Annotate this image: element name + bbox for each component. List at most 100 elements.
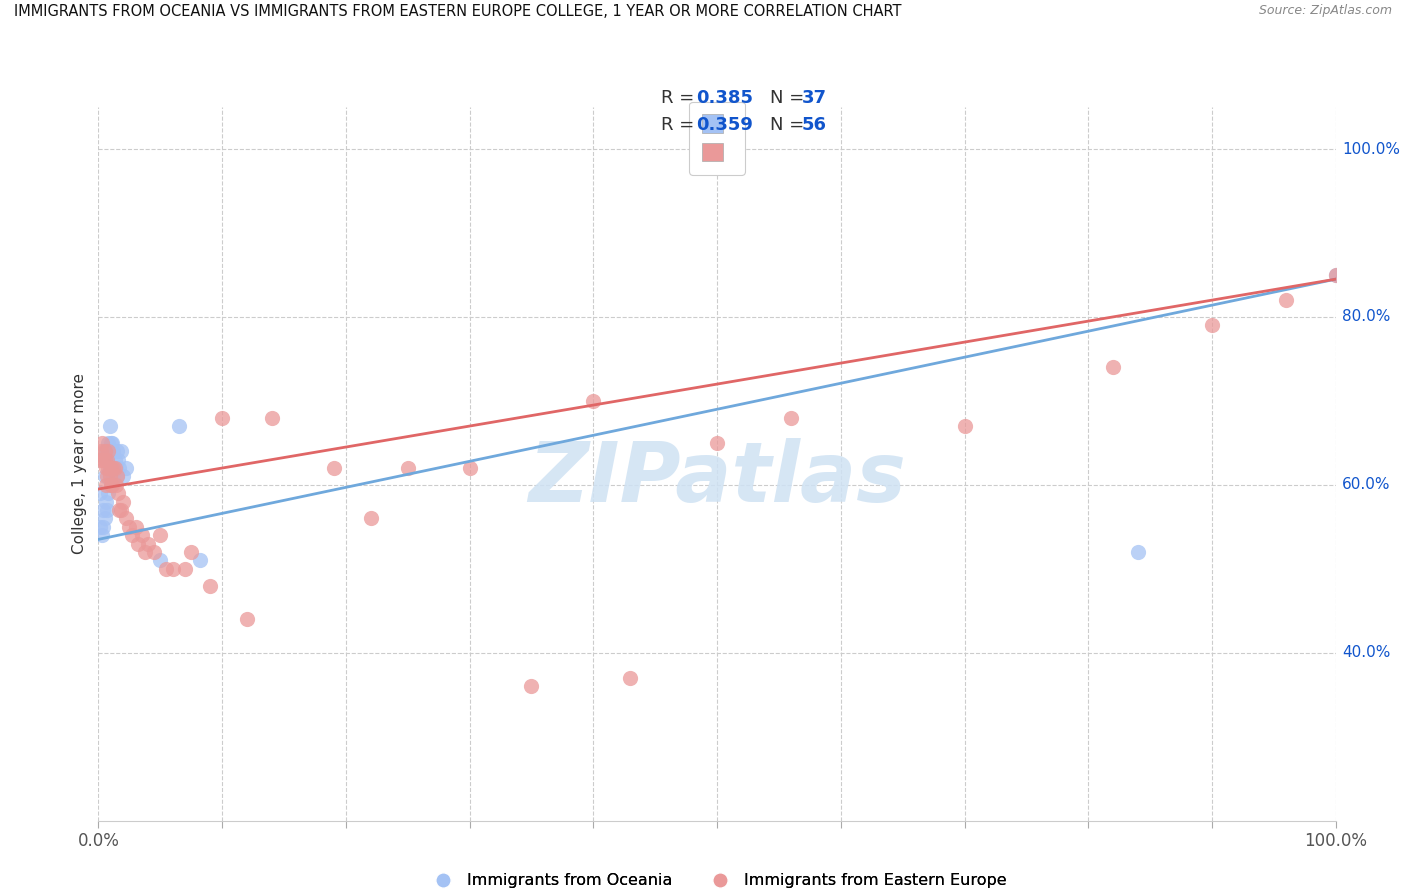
Point: [89, 452, 111, 467]
Point: [104, 461, 127, 475]
Point: [211, 410, 233, 425]
Point: [706, 435, 728, 450]
Text: R =: R =: [661, 116, 700, 134]
Point: [93, 452, 115, 467]
Point: [91, 528, 114, 542]
Y-axis label: College, 1 year or more: College, 1 year or more: [72, 374, 87, 554]
Point: [101, 478, 124, 492]
Point: [100, 478, 122, 492]
Point: [1126, 545, 1149, 559]
Point: [124, 520, 146, 534]
Text: 80.0%: 80.0%: [1341, 310, 1391, 325]
Point: [89, 520, 111, 534]
Point: [93, 503, 115, 517]
Point: [114, 461, 136, 475]
Point: [180, 545, 202, 559]
Point: [96, 452, 118, 467]
Point: [97, 461, 120, 475]
Point: [90, 444, 112, 458]
Text: 40.0%: 40.0%: [1341, 645, 1391, 660]
Point: [97, 486, 120, 500]
Point: [127, 536, 149, 550]
Text: 60.0%: 60.0%: [1341, 477, 1391, 492]
Text: 0.385: 0.385: [696, 89, 754, 107]
Point: [107, 486, 129, 500]
Point: [96, 503, 118, 517]
Point: [104, 478, 127, 492]
Point: [110, 444, 132, 458]
Point: [94, 444, 117, 458]
Point: [93, 511, 115, 525]
Point: [188, 553, 211, 567]
Point: [136, 536, 159, 550]
Point: [1275, 293, 1298, 307]
Text: R =: R =: [661, 89, 700, 107]
Point: [93, 444, 115, 458]
Point: [100, 461, 122, 475]
Text: 56: 56: [801, 116, 827, 134]
Point: [118, 520, 141, 534]
Point: [162, 562, 184, 576]
Point: [112, 469, 135, 483]
Point: [93, 452, 115, 467]
Point: [105, 469, 128, 483]
Point: [101, 461, 124, 475]
Point: [149, 553, 172, 567]
Point: [108, 503, 131, 517]
Text: N =: N =: [770, 116, 810, 134]
Point: [105, 444, 128, 458]
Point: [100, 478, 122, 492]
Point: [110, 503, 132, 517]
Point: [103, 444, 125, 458]
Legend: Immigrants from Oceania, Immigrants from Eastern Europe: Immigrants from Oceania, Immigrants from…: [420, 867, 1014, 892]
Point: [94, 494, 117, 508]
Point: [198, 578, 221, 592]
Point: [105, 469, 128, 483]
Point: [396, 461, 419, 475]
Point: [143, 545, 166, 559]
Point: [112, 494, 135, 508]
Point: [103, 461, 125, 475]
Point: [458, 461, 481, 475]
Point: [107, 452, 129, 467]
Point: [93, 469, 115, 483]
Point: [1102, 360, 1125, 375]
Point: [103, 452, 125, 467]
Point: [174, 562, 197, 576]
Point: [108, 461, 131, 475]
Point: [1201, 318, 1223, 333]
Point: [93, 520, 115, 534]
Point: [1324, 268, 1347, 282]
Point: [89, 486, 111, 500]
Point: [360, 511, 382, 525]
Text: 37: 37: [801, 89, 827, 107]
Point: [114, 511, 136, 525]
Text: 0.359: 0.359: [696, 116, 752, 134]
Point: [94, 478, 117, 492]
Point: [167, 419, 190, 434]
Point: [131, 528, 153, 542]
Point: [96, 452, 118, 467]
Point: [97, 444, 120, 458]
Point: [96, 469, 118, 483]
Text: N =: N =: [770, 89, 810, 107]
Text: ZIPatlas: ZIPatlas: [529, 438, 905, 518]
Point: [780, 410, 803, 425]
Point: [260, 410, 283, 425]
Point: [1324, 268, 1347, 282]
Text: 100.0%: 100.0%: [1341, 142, 1400, 156]
Point: [98, 461, 121, 475]
Point: [101, 435, 124, 450]
Text: Source: ZipAtlas.com: Source: ZipAtlas.com: [1258, 4, 1392, 18]
Point: [94, 461, 117, 475]
Point: [134, 545, 156, 559]
Point: [98, 469, 121, 483]
Point: [953, 419, 976, 434]
Point: [100, 435, 122, 450]
Point: [322, 461, 344, 475]
Point: [103, 469, 125, 483]
Point: [103, 461, 125, 475]
Point: [520, 679, 543, 693]
Point: [121, 528, 143, 542]
Text: IMMIGRANTS FROM OCEANIA VS IMMIGRANTS FROM EASTERN EUROPE COLLEGE, 1 YEAR OR MOR: IMMIGRANTS FROM OCEANIA VS IMMIGRANTS FR…: [14, 4, 901, 20]
